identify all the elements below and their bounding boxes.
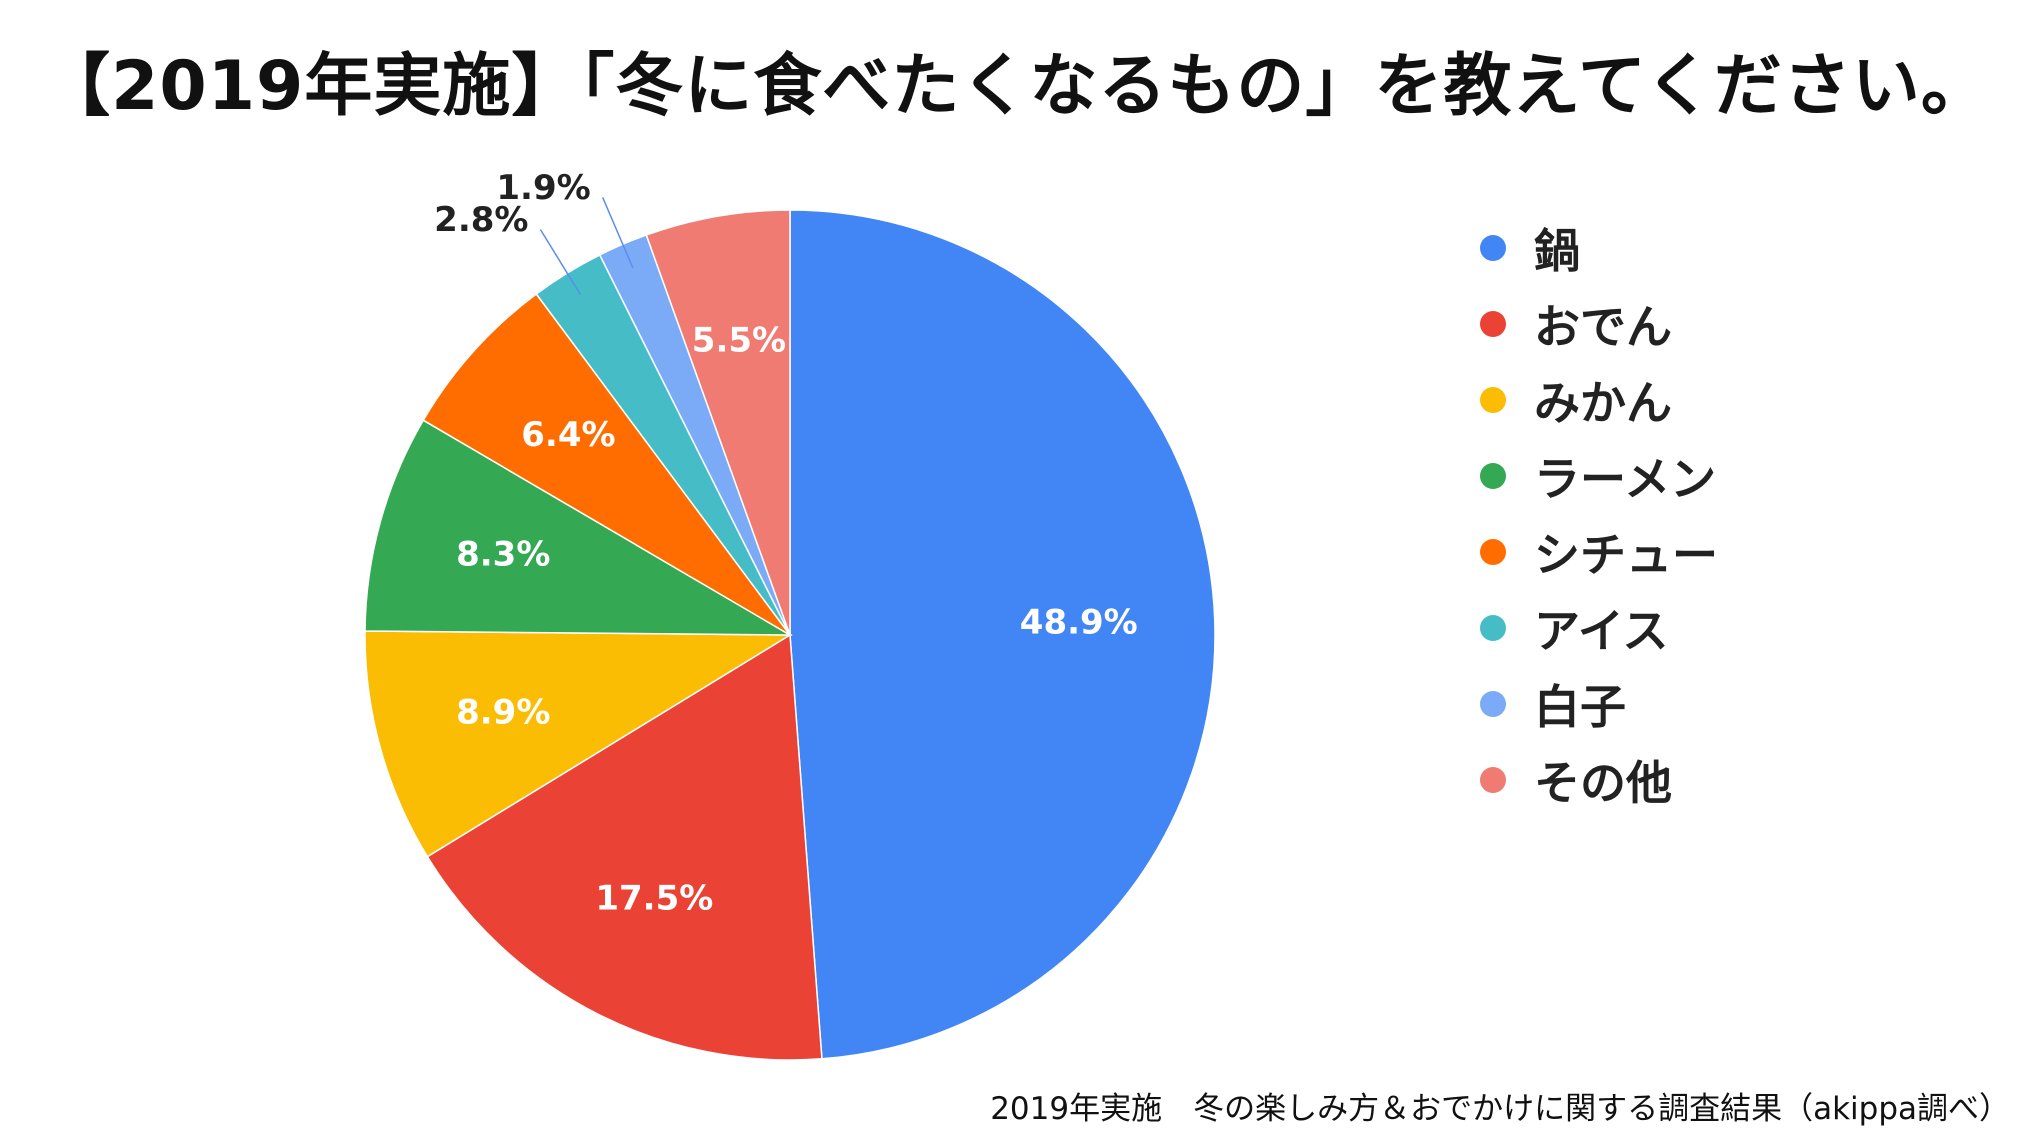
legend-item: ラーメン	[1480, 438, 1718, 514]
legend-swatch	[1480, 539, 1506, 565]
slice-value-label: 8.9%	[456, 693, 550, 733]
data-labels: 48.9% 17.5% 8.9% 8.3% 6.4% 2.8%1.9% 5.5%	[434, 168, 1138, 918]
legend-label: 白子	[1534, 680, 1626, 734]
leader-line	[539, 229, 582, 296]
legend-swatch	[1480, 235, 1506, 261]
legend-label: シチュー	[1534, 528, 1718, 582]
legend-swatch	[1480, 691, 1506, 717]
slice-value-label: 17.5%	[595, 878, 713, 918]
pie-slice	[364, 630, 793, 858]
pie-slice	[645, 209, 791, 636]
pie-slice	[364, 419, 793, 636]
legend-label: ラーメン	[1534, 452, 1717, 506]
source-note: 2019年実施 冬の楽しみ方＆おでかけに関する調査結果（akippa調べ）	[990, 1091, 2010, 1127]
legend: 鍋おでんみかんラーメンシチューアイス白子その他	[1480, 210, 1718, 818]
slice-value-label: 1.9%	[496, 168, 590, 208]
legend-label: アイス	[1534, 604, 1669, 658]
slice-value-label: 6.4%	[521, 415, 615, 455]
legend-item: 鍋	[1480, 210, 1718, 286]
slice-value-label: 5.5%	[692, 320, 786, 360]
leader-line	[601, 197, 634, 269]
pie-slice	[789, 209, 1216, 1060]
legend-item: おでん	[1480, 286, 1718, 362]
legend-item: その他	[1480, 742, 1718, 818]
slice-value-label: 48.9%	[1020, 603, 1138, 643]
legend-label: みかん	[1534, 376, 1672, 430]
legend-label: 鍋	[1534, 224, 1580, 278]
slice-value-label: 8.3%	[456, 534, 550, 574]
legend-swatch	[1480, 463, 1506, 489]
leader-lines	[539, 197, 634, 296]
legend-label: おでん	[1534, 300, 1672, 354]
legend-label: その他	[1534, 756, 1672, 810]
pie-slices	[364, 209, 1216, 1061]
pie-slice	[422, 292, 791, 636]
legend-item: アイス	[1480, 590, 1718, 666]
chart-title: 【2019年実施】「冬に食べたくなるもの」を教えてください。	[42, 47, 1990, 126]
legend-swatch	[1480, 311, 1506, 337]
legend-item: 白子	[1480, 666, 1718, 742]
legend-item: シチュー	[1480, 514, 1718, 590]
legend-swatch	[1480, 387, 1506, 413]
slice-value-label: 2.8%	[434, 200, 528, 240]
legend-swatch	[1480, 767, 1506, 793]
pie-slice	[426, 633, 823, 1061]
legend-swatch	[1480, 615, 1506, 641]
legend-item: みかん	[1480, 362, 1718, 438]
